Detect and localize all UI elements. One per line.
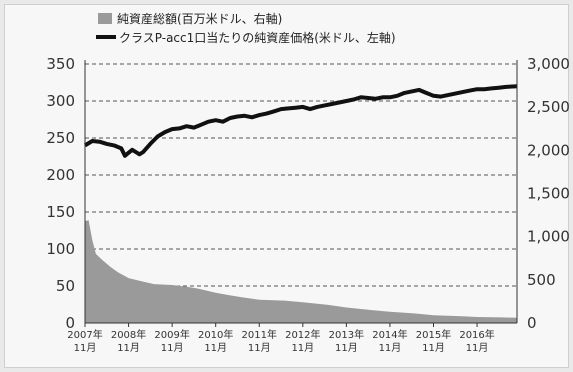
right-axis-ticks: 0 500 1,000 1,500 2,000 2,500 3,000: [527, 55, 570, 332]
right-tick-label: 1,000: [527, 228, 570, 246]
right-tick-label: 2,500: [527, 98, 570, 116]
left-tick-label: 200: [46, 166, 75, 184]
x-tick-year: 2014年: [372, 328, 407, 341]
chart-frame: 純資産総額(百万米ドル、右軸) クラスP-acc1口当たりの純資産価格(米ドル、…: [4, 4, 570, 368]
x-tick-year: 2010年: [198, 328, 233, 341]
left-tick-label: 100: [46, 240, 75, 258]
x-tick-month: 11月: [248, 342, 271, 354]
left-axis-ticks: 0 50 100 150 200 250 300 350: [46, 55, 75, 332]
line-layer: [83, 84, 518, 158]
right-tick-label: 2,000: [527, 141, 570, 159]
legend-label-area: 純資産総額(百万米ドル、右軸): [117, 11, 282, 26]
right-tick-label: 1,500: [527, 185, 570, 203]
left-tick-label: 350: [46, 55, 75, 73]
left-tick-label: 300: [46, 92, 75, 110]
x-tick-month: 11月: [335, 342, 358, 354]
x-tick-year: 2015年: [416, 328, 451, 341]
x-tick-month: 11月: [117, 342, 140, 354]
right-tick-label: 500: [527, 271, 556, 289]
x-tick-month: 11月: [466, 342, 489, 354]
x-tick-month: 11月: [74, 342, 97, 354]
legend-label-line: クラスP-acc1口当たりの純資産価格(米ドル、左軸): [119, 30, 396, 45]
series-area-net-assets: [85, 220, 517, 323]
x-tick-month: 11月: [291, 342, 314, 354]
legend: 純資産総額(百万米ドル、右軸) クラスP-acc1口当たりの純資産価格(米ドル、…: [96, 11, 396, 45]
x-tick-year: 2007年: [67, 328, 102, 341]
axes: [84, 60, 518, 324]
right-tick-label: 3,000: [527, 55, 570, 73]
x-tick-year: 2016年: [459, 328, 494, 341]
left-tick-label: 250: [46, 129, 75, 147]
x-axis-ticks: 2007年11月2008年11月2009年11月2010年11月2011年11月…: [67, 323, 495, 354]
area-layer: [85, 220, 517, 323]
x-tick-year: 2008年: [111, 328, 146, 341]
x-tick-year: 2013年: [329, 328, 364, 341]
x-tick-year: 2009年: [154, 328, 189, 341]
left-tick-label: 50: [56, 277, 75, 295]
x-tick-month: 11月: [422, 342, 445, 354]
grid: [85, 63, 517, 287]
x-tick-year: 2012年: [285, 328, 320, 341]
right-tick-label: 0: [527, 314, 537, 332]
left-tick-label: 0: [65, 314, 75, 332]
x-tick-month: 11月: [379, 342, 402, 354]
x-tick-month: 11月: [204, 342, 227, 354]
series-line-nav: [83, 84, 518, 158]
legend-swatch-area: [98, 13, 112, 24]
x-tick-year: 2011年: [242, 328, 277, 341]
x-tick-month: 11月: [161, 342, 184, 354]
left-tick-label: 150: [46, 203, 75, 221]
chart-canvas: 純資産総額(百万米ドル、右軸) クラスP-acc1口当たりの純資産価格(米ドル、…: [46, 11, 570, 354]
